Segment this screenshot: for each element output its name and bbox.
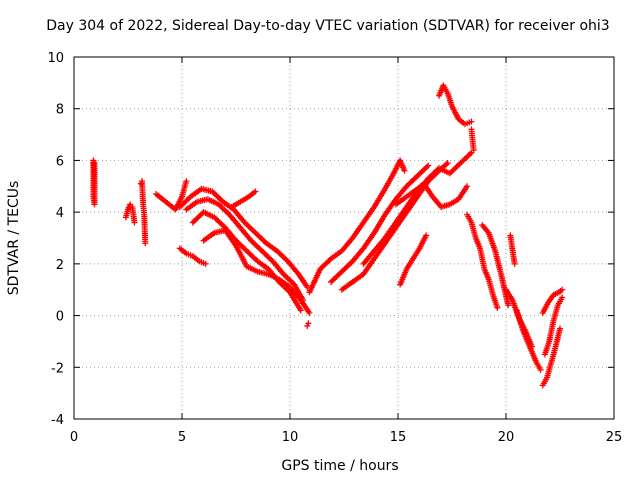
data-point [306,309,313,316]
data-point [91,160,98,167]
data-point [444,160,451,167]
data-point [559,294,566,301]
series-s03 [137,178,149,247]
y-tick-label: -2 [51,361,64,376]
data-point [505,302,512,309]
data-point [470,147,477,154]
y-tick-labels: -4 -2 0 2 4 6 8 10 [47,51,64,428]
x-axis-label: GPS time / hours [281,458,398,474]
series-s04 [153,178,190,213]
data-point [297,307,304,314]
x-tick-labels: 0 5 10 15 20 25 [70,430,622,445]
x-tick-label: 10 [282,430,299,445]
series-s14 [338,160,451,293]
series-s11 [304,320,312,329]
axis-ticks [73,56,615,420]
series-s02 [122,201,138,226]
series-s08 [176,245,209,267]
series-s06 [183,196,306,304]
y-tick-label: 4 [56,206,64,221]
data-point [142,240,149,247]
data-point [511,260,518,267]
data-point [537,366,544,373]
x-tick-label: 15 [390,430,407,445]
x-tick-label: 5 [178,430,186,445]
data-point [559,286,566,293]
series-s16 [392,180,471,210]
series-s18 [436,82,475,128]
y-tick-label: 8 [56,103,64,118]
series-s09 [200,227,313,316]
series-s05 [176,185,311,291]
data-point [202,260,209,267]
series-s25 [539,325,563,389]
y-tick-label: 10 [47,51,64,66]
data-point [401,167,408,174]
data-point [494,304,501,311]
data-point [183,178,190,185]
data-point [468,118,475,125]
series-s23 [513,307,544,373]
series-s26 [539,286,566,316]
y-tick-label: -4 [51,413,64,428]
grid [74,57,614,419]
data-point [425,162,432,169]
data-points [90,82,566,389]
data-point [305,320,312,327]
series-s13 [328,162,432,285]
series-s10 [228,188,259,210]
series-s01 [90,157,98,208]
x-tick-label: 25 [606,430,623,445]
y-tick-label: 6 [56,154,64,169]
series-s12 [306,157,408,296]
data-point [252,188,259,195]
series-s24 [507,232,518,267]
y-axis-label: SDTVAR / TECUs [6,181,22,296]
data-point [464,183,471,190]
plot-frame [73,56,615,420]
data-point [557,325,563,332]
chart-title: Day 304 of 2022, Sidereal Day-to-day VTE… [46,18,609,34]
series-s20 [464,211,501,311]
data-point [423,232,430,239]
y-tick-label: 0 [56,310,64,325]
series-s17 [397,232,430,288]
x-tick-label: 20 [498,430,515,445]
series-s19 [468,126,477,154]
data-point [131,219,138,226]
y-tick-label: 2 [56,258,64,273]
series-s27 [541,294,566,358]
data-point [423,163,430,170]
x-tick-label: 0 [70,430,78,445]
